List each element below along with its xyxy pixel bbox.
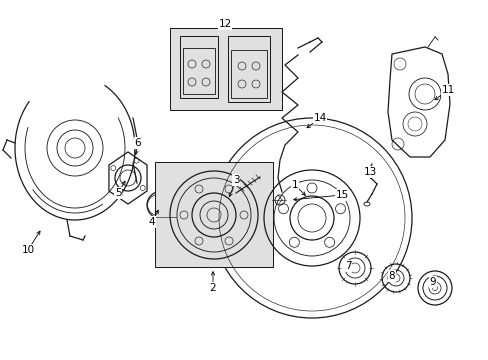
Bar <box>183 48 215 94</box>
Text: 7: 7 <box>344 261 350 271</box>
Text: 15: 15 <box>335 190 348 200</box>
Text: 3: 3 <box>232 175 239 185</box>
Text: 6: 6 <box>134 138 141 148</box>
Text: 10: 10 <box>21 245 35 255</box>
Text: 4: 4 <box>148 217 155 227</box>
Text: 12: 12 <box>218 19 231 29</box>
Text: 14: 14 <box>313 113 326 123</box>
Text: 8: 8 <box>388 271 394 281</box>
Bar <box>180 36 218 98</box>
Bar <box>155 162 272 267</box>
Text: 11: 11 <box>441 85 454 95</box>
Text: 2: 2 <box>209 283 216 293</box>
Text: 9: 9 <box>429 277 435 287</box>
Text: 13: 13 <box>363 167 376 177</box>
Text: 1: 1 <box>291 180 298 190</box>
Bar <box>230 50 266 98</box>
Bar <box>227 36 269 102</box>
Circle shape <box>212 118 411 318</box>
Bar <box>170 28 282 110</box>
Text: 5: 5 <box>115 188 121 198</box>
